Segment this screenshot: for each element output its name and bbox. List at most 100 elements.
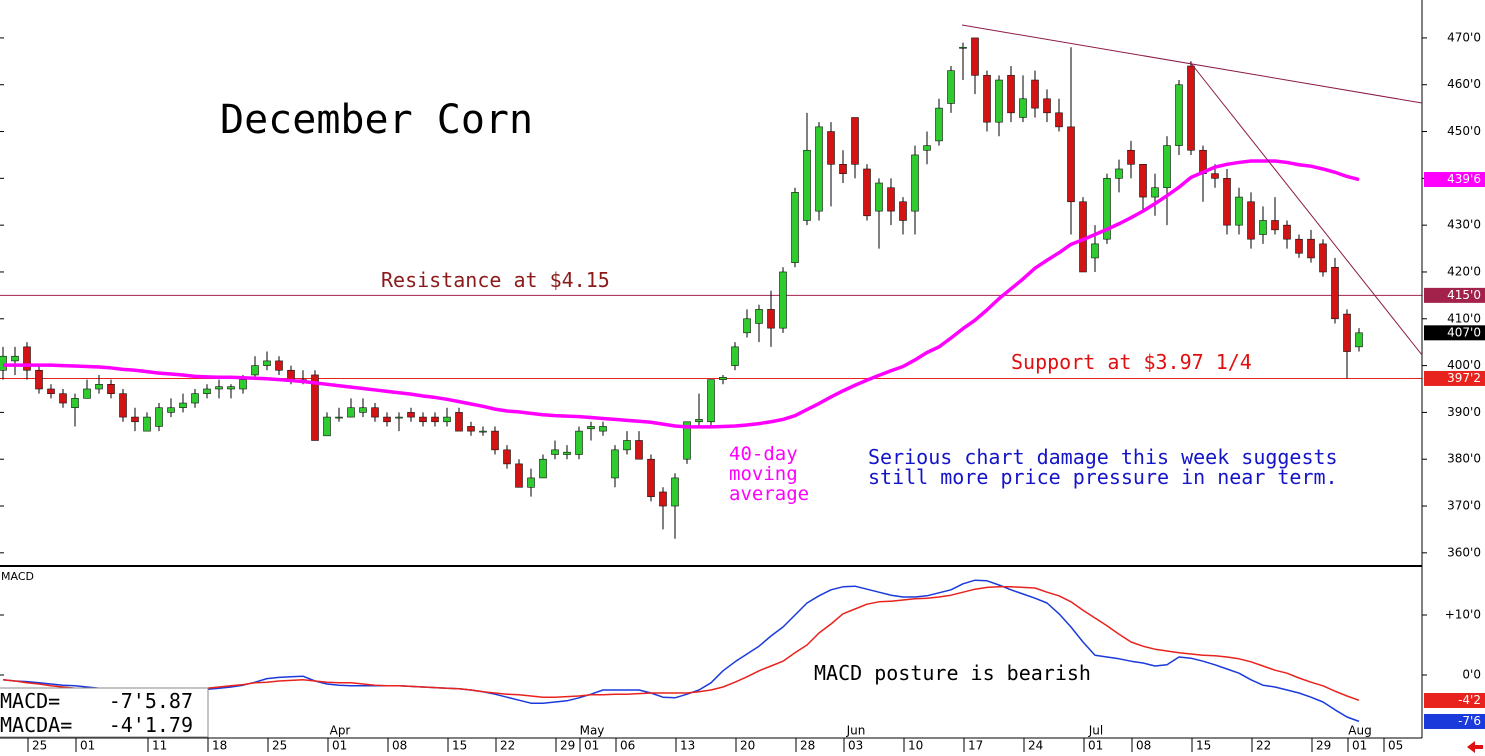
candle-body <box>479 430 487 433</box>
candle-body <box>23 346 31 371</box>
candle-body <box>983 75 991 123</box>
candle-body <box>911 154 919 212</box>
candle-body <box>779 271 787 329</box>
x-tick-label: 01 <box>584 739 599 753</box>
candle-body <box>971 37 979 76</box>
candle-body <box>287 369 295 380</box>
candle-body <box>551 449 559 455</box>
candle-body <box>143 416 151 432</box>
candle-body <box>203 388 211 394</box>
x-tick-label: 10 <box>908 739 923 753</box>
candle-body <box>1151 187 1159 198</box>
candle-body <box>311 374 319 441</box>
candle-body <box>47 388 55 394</box>
candle-body <box>1091 243 1099 259</box>
candle-body <box>467 426 475 432</box>
y-tick-label: 390'0 <box>1447 405 1481 419</box>
candle-body <box>1187 65 1195 151</box>
x-month-label: Apr <box>330 724 351 738</box>
candle-body <box>599 426 607 432</box>
y-tick-label: 370'0 <box>1447 499 1481 513</box>
x-tick-label: 06 <box>620 739 635 753</box>
candle-body <box>803 149 811 221</box>
y-tick-label: 430'0 <box>1447 218 1481 232</box>
x-month-label: May <box>580 724 605 738</box>
candle-body <box>899 201 907 221</box>
y-tick-label: +10'0 <box>1445 608 1481 622</box>
candle-body <box>323 416 331 437</box>
macd-line <box>2 579 1360 723</box>
readout-box <box>0 687 209 738</box>
candle-body <box>635 440 643 460</box>
x-tick-label: 28 <box>800 739 815 753</box>
candle-body <box>887 187 895 212</box>
candle-body <box>935 107 943 142</box>
candle-body <box>815 126 823 212</box>
candle-body <box>863 168 871 217</box>
candle-body <box>695 419 703 423</box>
candle-body <box>179 402 187 409</box>
candle-body <box>359 407 367 413</box>
x-tick-label: 18 <box>212 739 227 753</box>
x-tick-label: 22 <box>500 739 515 753</box>
candle-body <box>767 309 775 329</box>
candle-body <box>1103 178 1111 240</box>
candle-body <box>443 416 451 423</box>
candle-body <box>11 355 19 362</box>
candle-body <box>683 421 691 460</box>
candle-body <box>1211 173 1219 179</box>
value-tag-label: 407'0 <box>1447 325 1481 339</box>
x-tick-label: 11 <box>152 739 167 753</box>
candle-body <box>1331 266 1339 320</box>
value-tag-label: 439'6 <box>1447 172 1481 186</box>
value-tag <box>1424 714 1485 729</box>
candle-body <box>959 46 967 49</box>
support-annotation: Support at $3.97 1/4 <box>1011 350 1252 374</box>
candle-body <box>1355 332 1363 348</box>
readout-value: -7'5.87 <box>109 689 193 713</box>
scroll-arrow[interactable] <box>1467 741 1483 753</box>
candle-body <box>239 379 247 390</box>
x-tick-label: 05 <box>1388 739 1403 753</box>
plot-area: 360'0 370'0 380'0 390'0 400'0 410'0 420'0 430'0… <box>0 30 1485 753</box>
x-tick-label: 15 <box>1196 739 1211 753</box>
candle-body <box>503 449 511 465</box>
x-tick-label: 29 <box>560 739 575 753</box>
candle-body <box>1139 164 1147 198</box>
readout-label: MACDA= <box>0 713 72 737</box>
candle-body <box>623 440 631 451</box>
x-tick-label: 01 <box>80 739 95 753</box>
y-tick-label: 380'0 <box>1447 452 1481 466</box>
candle-body <box>839 164 847 174</box>
value-tag <box>1424 325 1485 341</box>
candle-body <box>575 430 583 455</box>
candle-body <box>1307 238 1315 259</box>
candle-body <box>1019 98 1027 118</box>
x-month-label: Aug <box>1348 724 1371 738</box>
x-tick-label: 01 <box>1088 739 1103 753</box>
candle-body <box>995 79 1003 123</box>
value-tag-label: 415'0 <box>1447 288 1481 302</box>
candle-body <box>1055 112 1063 128</box>
macd-title: MACD <box>1 570 34 583</box>
comment-annotation: still more price pressure in near term. <box>868 465 1338 489</box>
candle-body <box>455 412 463 432</box>
candle-body <box>1247 201 1255 240</box>
candle-body <box>335 416 343 419</box>
candle-body <box>1319 243 1327 273</box>
ma-annotation: 40-day <box>729 443 798 465</box>
x-tick-label: 13 <box>680 739 695 753</box>
x-tick-label: 24 <box>1028 739 1043 753</box>
value-tag <box>1424 370 1485 386</box>
value-tag-label: -7'6 <box>1458 714 1481 728</box>
candle-body <box>527 477 535 488</box>
candle-body <box>1067 126 1075 203</box>
candle-body <box>791 192 799 263</box>
value-tag-label: 397'2 <box>1447 371 1481 385</box>
macd-annotation: MACD posture is bearish <box>814 661 1091 685</box>
candle-body <box>191 393 199 404</box>
candle-body <box>1295 238 1303 254</box>
candle-body <box>731 346 739 366</box>
candle-body <box>851 117 859 165</box>
